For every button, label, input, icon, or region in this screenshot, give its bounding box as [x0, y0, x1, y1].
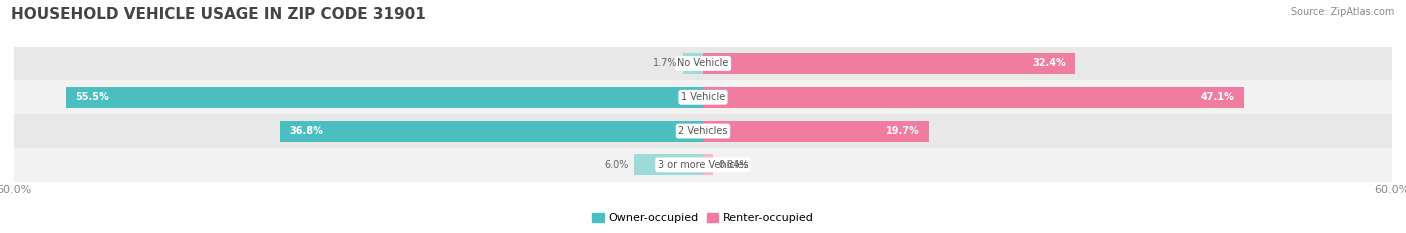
- Text: 47.1%: 47.1%: [1201, 92, 1234, 102]
- Text: 2 Vehicles: 2 Vehicles: [678, 126, 728, 136]
- Text: Source: ZipAtlas.com: Source: ZipAtlas.com: [1291, 7, 1395, 17]
- Text: 55.5%: 55.5%: [75, 92, 108, 102]
- Bar: [634, 154, 703, 175]
- Bar: [14, 47, 1392, 80]
- Bar: [14, 80, 1392, 114]
- Bar: [66, 87, 703, 108]
- Text: No Vehicle: No Vehicle: [678, 58, 728, 69]
- Bar: [703, 87, 1244, 108]
- Bar: [14, 114, 1392, 148]
- Text: 0.84%: 0.84%: [718, 160, 749, 170]
- Legend: Owner-occupied, Renter-occupied: Owner-occupied, Renter-occupied: [588, 208, 818, 228]
- Bar: [683, 53, 703, 74]
- Bar: [14, 148, 1392, 182]
- Text: 3 or more Vehicles: 3 or more Vehicles: [658, 160, 748, 170]
- Text: 32.4%: 32.4%: [1032, 58, 1066, 69]
- Bar: [703, 154, 713, 175]
- Text: 6.0%: 6.0%: [605, 160, 628, 170]
- Text: 1.7%: 1.7%: [654, 58, 678, 69]
- Text: 36.8%: 36.8%: [290, 126, 323, 136]
- Text: 19.7%: 19.7%: [886, 126, 920, 136]
- Text: HOUSEHOLD VEHICLE USAGE IN ZIP CODE 31901: HOUSEHOLD VEHICLE USAGE IN ZIP CODE 3190…: [11, 7, 426, 22]
- Bar: [280, 121, 703, 141]
- Text: 1 Vehicle: 1 Vehicle: [681, 92, 725, 102]
- Bar: [703, 53, 1076, 74]
- Bar: [703, 121, 929, 141]
